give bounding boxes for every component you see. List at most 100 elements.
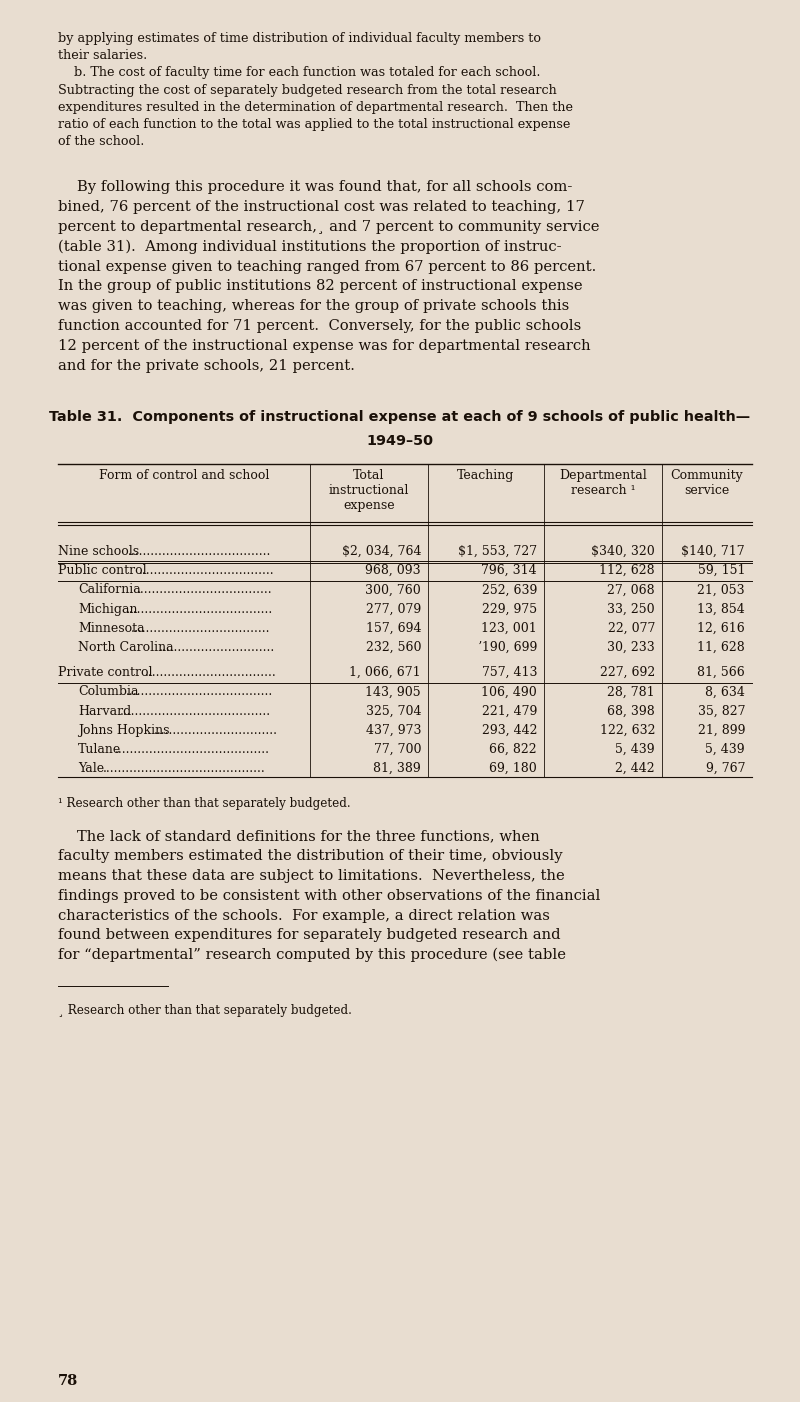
Text: 757, 413: 757, 413 [482, 666, 537, 679]
Text: means that these data are subject to limitations.  Nevertheless, the: means that these data are subject to lim… [58, 869, 565, 883]
Text: 33, 250: 33, 250 [607, 603, 655, 615]
Text: $2, 034, 764: $2, 034, 764 [342, 545, 421, 558]
Text: 5, 439: 5, 439 [706, 743, 745, 756]
Text: 35, 827: 35, 827 [698, 704, 745, 718]
Text: their salaries.: their salaries. [58, 49, 147, 62]
Text: percent to departmental research,¸ and 7 percent to community service: percent to departmental research,¸ and 7… [58, 220, 599, 234]
Text: 122, 632: 122, 632 [599, 723, 655, 736]
Text: 157, 694: 157, 694 [366, 621, 421, 635]
Text: Michigan: Michigan [78, 603, 138, 615]
Text: ¹ Research other than that separately budgeted.: ¹ Research other than that separately bu… [58, 798, 350, 810]
Text: research ¹: research ¹ [570, 484, 635, 498]
Text: 28, 781: 28, 781 [607, 686, 655, 698]
Text: 66, 822: 66, 822 [490, 743, 537, 756]
Text: tional expense given to teaching ranged from 67 percent to 86 percent.: tional expense given to teaching ranged … [58, 259, 596, 273]
Text: ...................................: ................................... [139, 564, 274, 578]
Text: 1949–50: 1949–50 [366, 435, 434, 449]
Text: Total: Total [354, 470, 385, 482]
Text: service: service [684, 484, 730, 498]
Text: 59, 151: 59, 151 [698, 564, 745, 578]
Text: 12, 616: 12, 616 [698, 621, 745, 635]
Text: Yale: Yale [78, 763, 104, 775]
Text: Private control: Private control [58, 666, 153, 679]
Text: 22, 077: 22, 077 [608, 621, 655, 635]
Text: 106, 490: 106, 490 [482, 686, 537, 698]
Text: b. The cost of faculty time for each function was totaled for each school.: b. The cost of faculty time for each fun… [58, 66, 541, 80]
Text: expense: expense [343, 499, 395, 512]
Text: $340, 320: $340, 320 [591, 545, 655, 558]
Text: 252, 639: 252, 639 [482, 583, 537, 596]
Text: bined, 76 percent of the instructional cost was related to teaching, 17: bined, 76 percent of the instructional c… [58, 200, 585, 215]
Text: 30, 233: 30, 233 [607, 641, 655, 653]
Text: 112, 628: 112, 628 [599, 564, 655, 578]
Text: Community: Community [670, 470, 743, 482]
Text: ratio of each function to the total was applied to the total instructional expen: ratio of each function to the total was … [58, 118, 570, 130]
Text: Harvard: Harvard [78, 704, 131, 718]
Text: 81, 389: 81, 389 [374, 763, 421, 775]
Text: $140, 717: $140, 717 [682, 545, 745, 558]
Text: 300, 760: 300, 760 [366, 583, 421, 596]
Text: 11, 628: 11, 628 [698, 641, 745, 653]
Text: was given to teaching, whereas for the group of private schools this: was given to teaching, whereas for the g… [58, 299, 570, 313]
Text: ................................: ................................ [154, 723, 278, 736]
Text: 123, 001: 123, 001 [482, 621, 537, 635]
Text: In the group of public institutions 82 percent of instructional expense: In the group of public institutions 82 p… [58, 279, 582, 293]
Text: ....................................: .................................... [131, 621, 270, 635]
Text: Form of control and school: Form of control and school [99, 470, 269, 482]
Text: 68, 398: 68, 398 [607, 704, 655, 718]
Text: Minnesota: Minnesota [78, 621, 145, 635]
Text: 232, 560: 232, 560 [366, 641, 421, 653]
Text: 12 percent of the instructional expense was for departmental research: 12 percent of the instructional expense … [58, 339, 590, 353]
Text: 81, 566: 81, 566 [698, 666, 745, 679]
Text: ...................................: ................................... [137, 583, 273, 596]
Text: ......................................: ...................................... [126, 603, 273, 615]
Text: 21, 899: 21, 899 [698, 723, 745, 736]
Text: ..................................: .................................. [145, 666, 277, 679]
Text: 9, 767: 9, 767 [706, 763, 745, 775]
Text: findings proved to be consistent with other observations of the financial: findings proved to be consistent with ot… [58, 889, 600, 903]
Text: instructional: instructional [329, 484, 409, 498]
Text: 221, 479: 221, 479 [482, 704, 537, 718]
Text: Nine schools: Nine schools [58, 545, 139, 558]
Text: faculty members estimated the distribution of their time, obviously: faculty members estimated the distributi… [58, 850, 562, 864]
Text: 78: 78 [58, 1374, 78, 1388]
Text: Departmental: Departmental [559, 470, 647, 482]
Text: 13, 854: 13, 854 [698, 603, 745, 615]
Text: function accounted for 71 percent.  Conversely, for the public schools: function accounted for 71 percent. Conve… [58, 320, 582, 334]
Text: 143, 905: 143, 905 [366, 686, 421, 698]
Text: ..............................: .............................. [159, 641, 275, 653]
Text: 325, 704: 325, 704 [366, 704, 421, 718]
Text: of the school.: of the school. [58, 135, 144, 149]
Text: expenditures resulted in the determination of departmental research.  Then the: expenditures resulted in the determinati… [58, 101, 573, 114]
Text: .....................................: ..................................... [128, 545, 271, 558]
Text: 2, 442: 2, 442 [615, 763, 655, 775]
Text: $1, 553, 727: $1, 553, 727 [458, 545, 537, 558]
Text: Subtracting the cost of separately budgeted research from the total research: Subtracting the cost of separately budge… [58, 84, 557, 97]
Text: 21, 053: 21, 053 [698, 583, 745, 596]
Text: 437, 973: 437, 973 [366, 723, 421, 736]
Text: North Carolina: North Carolina [78, 641, 174, 653]
Text: ......................................: ...................................... [126, 686, 273, 698]
Text: 293, 442: 293, 442 [482, 723, 537, 736]
Text: ........................................: ........................................ [114, 743, 270, 756]
Text: 227, 692: 227, 692 [600, 666, 655, 679]
Text: 27, 068: 27, 068 [607, 583, 655, 596]
Text: ..........................................: ........................................… [103, 763, 266, 775]
Text: for “departmental” research computed by this procedure (see table: for “departmental” research computed by … [58, 948, 566, 963]
Text: .......................................: ....................................... [120, 704, 271, 718]
Text: 8, 634: 8, 634 [705, 686, 745, 698]
Text: 796, 314: 796, 314 [482, 564, 537, 578]
Text: 77, 700: 77, 700 [374, 743, 421, 756]
Text: ¸ Research other than that separately budgeted.: ¸ Research other than that separately bu… [58, 1004, 352, 1016]
Text: By following this procedure it was found that, for all schools com-: By following this procedure it was found… [58, 181, 572, 195]
Text: characteristics of the schools.  For example, a direct relation was: characteristics of the schools. For exam… [58, 908, 550, 923]
Text: 277, 079: 277, 079 [366, 603, 421, 615]
Text: (table 31).  Among individual institutions the proportion of instruc-: (table 31). Among individual institution… [58, 240, 562, 254]
Text: California: California [78, 583, 141, 596]
Text: Teaching: Teaching [458, 470, 514, 482]
Text: The lack of standard definitions for the three functions, when: The lack of standard definitions for the… [58, 830, 540, 843]
Text: 1, 066, 671: 1, 066, 671 [350, 666, 421, 679]
Text: 69, 180: 69, 180 [490, 763, 537, 775]
Text: 968, 093: 968, 093 [366, 564, 421, 578]
Text: Johns Hopkins: Johns Hopkins [78, 723, 170, 736]
